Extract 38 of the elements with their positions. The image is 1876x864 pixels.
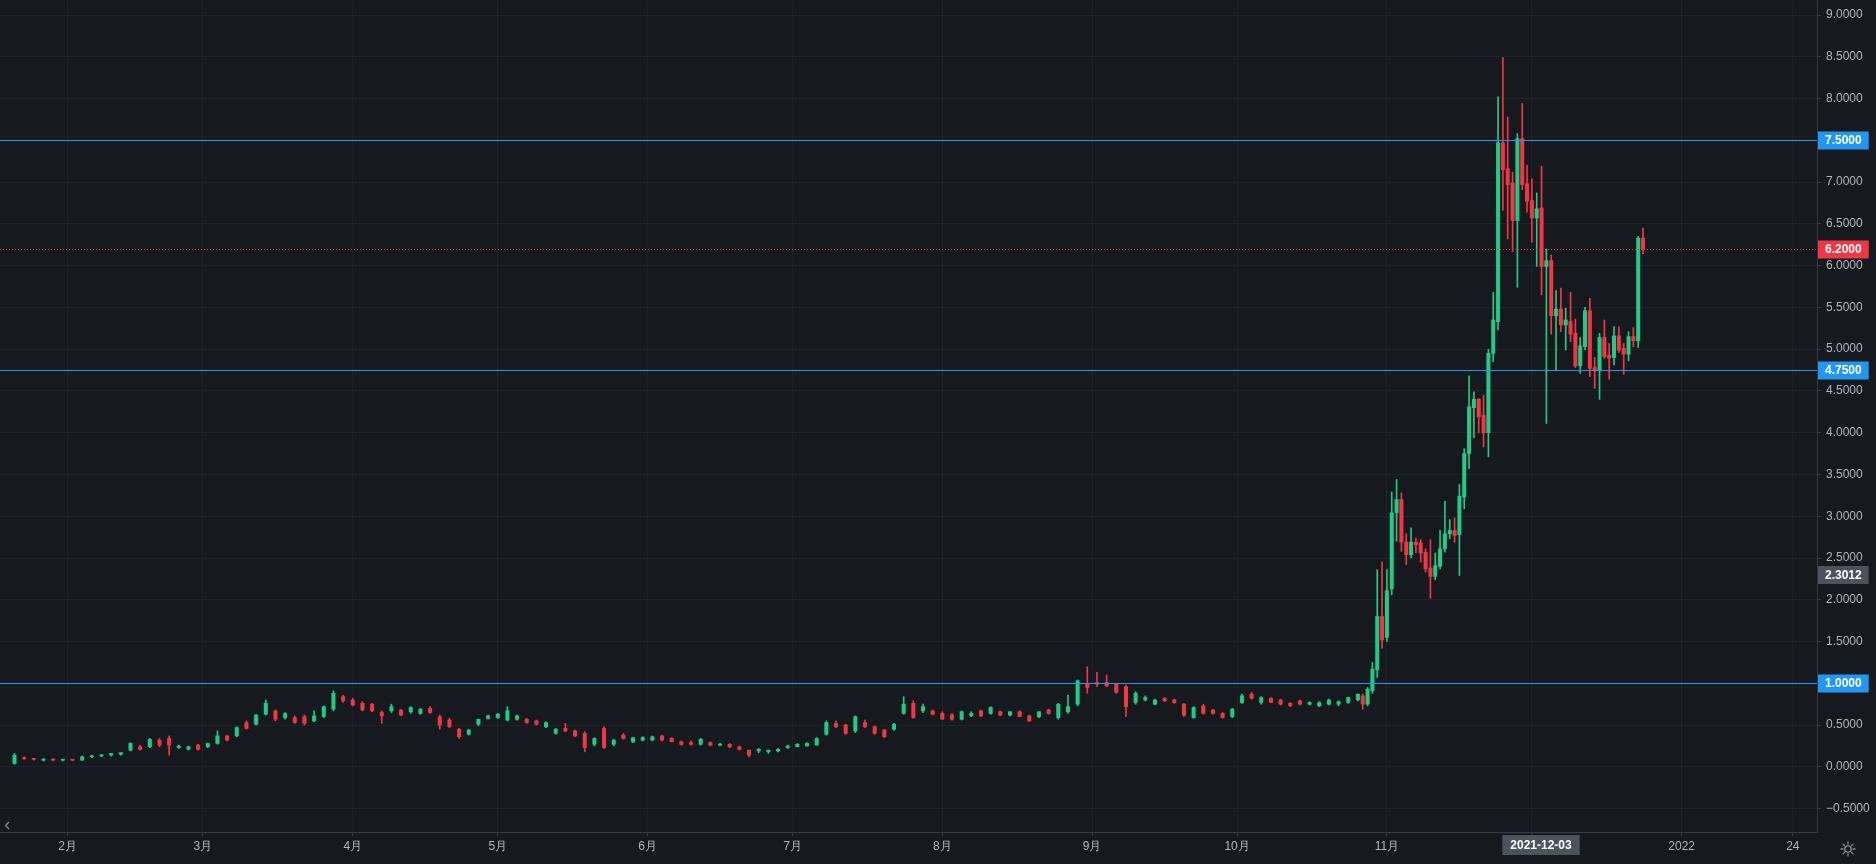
x-tick-label: 2月 <box>58 838 77 853</box>
x-tick-label: 24 <box>1786 838 1800 853</box>
x-tick-label: 4月 <box>343 838 363 853</box>
ref-line-label: 7.5000 <box>1825 133 1863 148</box>
y-tick-label: 8.5000 <box>1826 49 1864 64</box>
y-tick-label: 5.0000 <box>1826 341 1864 356</box>
y-tick-label: 5.5000 <box>1826 299 1864 314</box>
y-tick-label: 6.0000 <box>1826 257 1864 272</box>
y-tick-label: 4.0000 <box>1826 425 1864 440</box>
y-tick-label: 3.0000 <box>1826 508 1864 523</box>
y-tick-label: 6.5000 <box>1826 216 1864 231</box>
y-tick-label: 2.5000 <box>1826 550 1864 565</box>
candlestick <box>1534 192 1539 267</box>
x-tick-label: 10月 <box>1224 838 1250 853</box>
y-tick-label: 8.0000 <box>1826 90 1864 105</box>
x-tick-label: 2022 <box>1668 838 1696 853</box>
y-tick-label: 4.5000 <box>1826 383 1864 398</box>
y-tick-label: 0.0000 <box>1826 759 1864 774</box>
ref-line-label: 1.0000 <box>1825 676 1863 691</box>
text: 2.3012 <box>1825 567 1863 582</box>
y-tick-label: 0.5000 <box>1826 717 1864 732</box>
x-tick-label: 3月 <box>193 838 213 853</box>
x-tick-label: 9月 <box>1082 838 1102 853</box>
x-tick-label: 8月 <box>932 838 952 853</box>
candlestick <box>1554 290 1559 371</box>
x-tick-label: 11月 <box>1374 838 1400 853</box>
x-tick-label: 5月 <box>488 838 508 853</box>
x-tick-label: 7月 <box>783 838 802 853</box>
x-tick-label: 6月 <box>638 838 657 853</box>
ref-line-label: 6.2000 <box>1825 242 1863 257</box>
y-tick-label: 3.5000 <box>1826 466 1864 481</box>
y-tick-label: 1.5000 <box>1826 633 1864 648</box>
y-tick-label: 7.0000 <box>1826 174 1864 189</box>
text: 2021-12-03 <box>1510 837 1573 852</box>
y-tick-label: −0.5000 <box>1826 800 1871 815</box>
y-tick-label: 9.0000 <box>1826 7 1864 22</box>
ref-line-label: 4.7500 <box>1825 363 1863 378</box>
y-tick-label: 2.0000 <box>1826 592 1864 607</box>
